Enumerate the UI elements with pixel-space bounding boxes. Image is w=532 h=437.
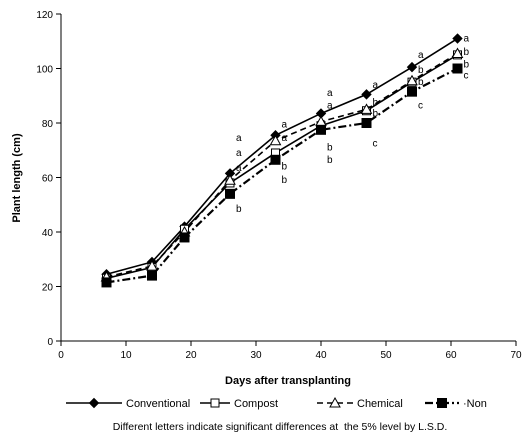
significance-letter: a: [327, 100, 333, 111]
data-point: [407, 86, 417, 97]
data-point: [147, 270, 157, 281]
data-point: [179, 232, 190, 243]
data-point: [452, 33, 463, 44]
significance-letter: a: [464, 34, 470, 45]
data-point: [451, 47, 464, 59]
legend-item-conventional: Conventional: [66, 397, 190, 410]
significance-letter: c: [464, 70, 469, 81]
legend-label: Conventional: [126, 398, 190, 410]
legend-item-non: ·Non: [425, 398, 487, 410]
significance-letter: c: [418, 100, 423, 111]
data-point: [361, 118, 372, 128]
significance-letter: b: [327, 155, 333, 166]
x-tick-label: 40: [315, 350, 327, 361]
significance-letter: a: [282, 133, 288, 144]
y-tick-label: 20: [42, 283, 54, 294]
x-tick-label: 0: [58, 350, 64, 361]
y-axis-label: Plant length (cm): [11, 133, 23, 223]
y-tick-label: 60: [42, 174, 54, 185]
significance-letter: b: [327, 143, 333, 154]
significance-letter: a: [418, 50, 424, 61]
significance-letter: a: [373, 80, 379, 91]
series-conventional: [101, 33, 463, 280]
significance-letter: b: [373, 108, 379, 119]
data-point: [224, 174, 236, 185]
x-tick-label: 20: [185, 350, 197, 361]
y-tick-label: 80: [42, 119, 54, 130]
legend-marker: [210, 398, 220, 408]
data-point: [270, 154, 281, 165]
legend-marker: [437, 398, 447, 408]
x-tick-label: 70: [510, 350, 522, 361]
data-point: [361, 89, 372, 100]
significance-letter: b: [236, 204, 242, 215]
series-non: [101, 63, 463, 288]
significance-letter: c: [373, 138, 378, 149]
data-point: [452, 63, 463, 74]
significance-letter: b: [418, 77, 424, 88]
data-point: [406, 74, 418, 86]
legend-label: ·Non: [463, 398, 487, 410]
data-point: [101, 277, 112, 288]
significance-letter: b: [464, 47, 470, 58]
y-tick-label: 40: [42, 228, 54, 239]
significance-letter: b: [373, 98, 379, 109]
data-point: [360, 103, 373, 114]
data-point: [316, 124, 326, 135]
legend-marker: [329, 396, 341, 408]
legend-item-chemical: Chemical: [317, 396, 403, 410]
x-tick-label: 30: [250, 350, 262, 361]
legend-label: Compost: [234, 398, 278, 410]
significance-letter: a: [327, 88, 333, 99]
significance-letter: a: [236, 163, 242, 174]
significance-letter: b: [464, 59, 470, 70]
data-point: [146, 260, 158, 271]
x-axis-label: Days after transplanting: [225, 375, 351, 387]
data-point: [225, 188, 235, 199]
x-tick-label: 60: [445, 350, 457, 361]
y-tick-label: 0: [47, 337, 53, 348]
significance-letter: b: [282, 162, 288, 173]
legend-item-compost: Compost: [200, 398, 278, 410]
y-tick-label: 100: [36, 65, 53, 76]
axes: 0 20 40 60 80 100 120 0 10 20 30 40 50 60 70: [36, 10, 522, 361]
y-tick-label: 120: [36, 10, 53, 21]
data-point: [269, 134, 282, 146]
significance-letter: a: [282, 119, 288, 130]
series-layer: [100, 33, 464, 288]
x-tick-label: 10: [120, 350, 132, 361]
legend: Conventional Compost Chemical ·Non: [66, 396, 487, 410]
footnote: Different letters indicate significant d…: [113, 421, 448, 433]
legend-marker: [88, 397, 100, 409]
data-point: [406, 61, 418, 73]
series-line-conventional: [106, 37, 458, 276]
significance-letter: b: [418, 65, 424, 76]
x-tick-label: 50: [380, 350, 392, 361]
legend-label: Chemical: [357, 398, 403, 410]
significance-letter: a: [236, 133, 242, 144]
significance-letter: a: [236, 148, 242, 159]
significance-letter: b: [282, 175, 288, 186]
